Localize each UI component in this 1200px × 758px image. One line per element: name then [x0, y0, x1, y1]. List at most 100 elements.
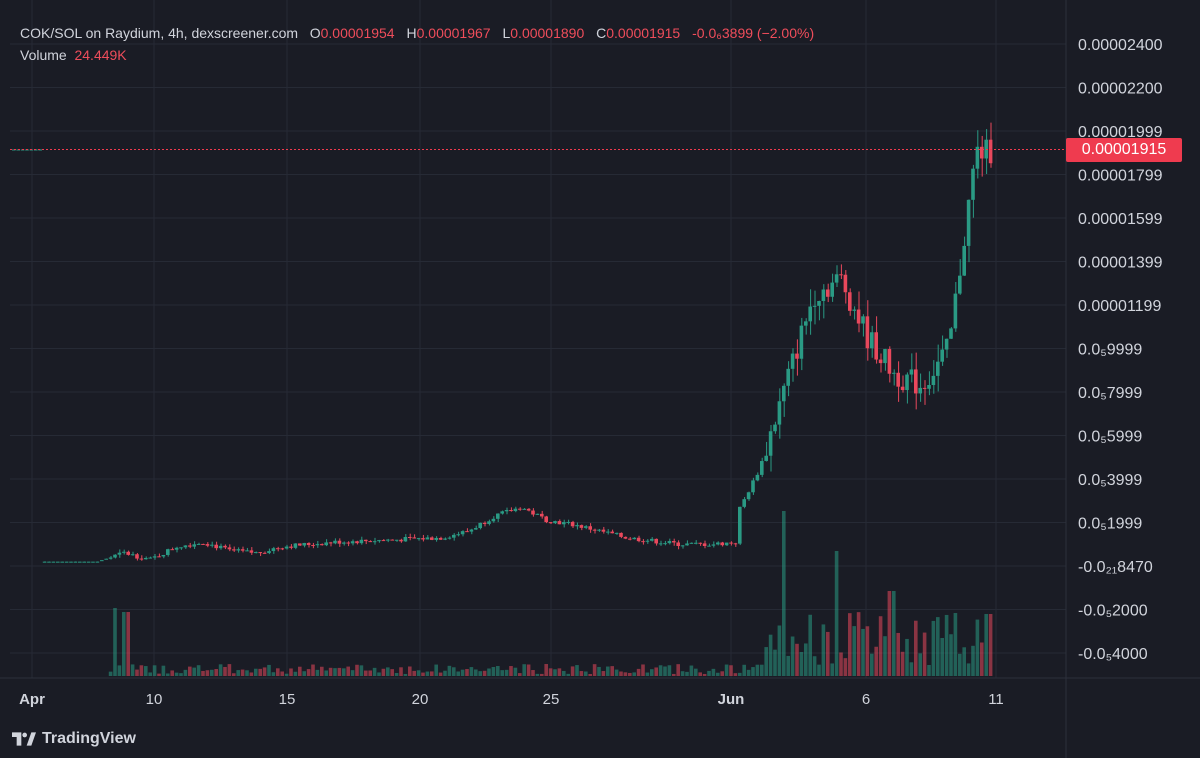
candle-body: [271, 548, 276, 552]
tradingview-logo-icon: [12, 732, 36, 746]
volume-bar: [227, 664, 232, 676]
tradingview-attribution[interactable]: TradingView: [12, 728, 136, 750]
volume-bar: [892, 591, 896, 676]
volume-bar: [298, 666, 302, 676]
candle-body: [540, 513, 544, 517]
volume-bar: [293, 671, 298, 676]
volume-bar: [663, 666, 667, 676]
candle-body: [663, 543, 667, 545]
candle-body: [399, 539, 403, 542]
volume-bar: [302, 671, 306, 676]
candle-body: [51, 561, 56, 563]
candle-body: [95, 561, 100, 563]
candle-body: [289, 546, 293, 548]
volume-bar: [518, 673, 522, 676]
volume-bar: [685, 671, 689, 676]
volume-bar: [377, 672, 381, 676]
price-axis[interactable]: 0.00002400 0.00002200 0.00001999 0.00001799…: [1078, 37, 1163, 663]
volume-bar: [887, 591, 892, 676]
candle-body: [438, 537, 443, 540]
candle-body: [641, 541, 645, 543]
volume-bar: [359, 665, 364, 676]
volume-bar: [680, 671, 685, 676]
candle-body: [38, 149, 42, 151]
y-tick-label: 0.00001599: [1078, 211, 1163, 228]
volume-bar: [394, 673, 399, 676]
candle-body: [760, 461, 764, 475]
volume-bar: [210, 669, 214, 676]
candle-body: [183, 545, 188, 548]
candle-body: [491, 518, 496, 522]
candle-body: [566, 521, 570, 523]
candle-body: [64, 561, 69, 563]
y-tick-label: 0.00002400: [1078, 37, 1163, 54]
volume-bar: [729, 665, 733, 676]
candle-body: [720, 542, 724, 546]
volume-bar: [619, 671, 623, 676]
candle-body: [482, 522, 487, 524]
volume-bar: [161, 665, 166, 676]
volume-bar: [179, 673, 183, 676]
candle-body: [144, 557, 148, 560]
volume-bar: [984, 614, 988, 676]
volume-bar: [474, 669, 478, 676]
x-tick-label: 20: [412, 691, 429, 708]
volume-bar: [557, 668, 562, 676]
candle-body: [667, 541, 672, 544]
candle-body: [738, 506, 742, 544]
candle-body: [623, 536, 628, 539]
candle-body: [60, 561, 64, 563]
volume-bar: [632, 672, 636, 676]
candle-body: [249, 550, 254, 553]
candle-body: [777, 401, 782, 425]
candle-body: [544, 516, 548, 523]
candle-body: [509, 509, 513, 512]
volume-bar: [113, 608, 117, 676]
candle-body: [223, 545, 227, 548]
candle-body: [980, 146, 984, 159]
candle-body: [535, 513, 540, 515]
volume-bar: [843, 658, 848, 676]
candle-body: [350, 541, 355, 544]
time-axis[interactable]: Apr 10 15 20 25 Jun 6 11: [19, 691, 1004, 708]
volume-bar: [909, 662, 914, 676]
volume-bar: [130, 664, 135, 676]
candle-body: [707, 545, 711, 547]
x-tick-label: 15: [279, 691, 296, 708]
candle-body: [302, 542, 306, 546]
candle-body: [126, 551, 130, 555]
volume-bar: [799, 652, 804, 676]
candle-body: [42, 561, 47, 563]
volume-bar: [412, 670, 416, 676]
volume-bar: [570, 666, 575, 676]
candle-body: [487, 521, 491, 524]
volume-bar: [447, 665, 452, 676]
candle-body: [280, 548, 284, 550]
volume-bar: [425, 671, 430, 676]
volume-bar: [826, 631, 830, 676]
candle-body: [403, 536, 408, 542]
candle-body: [685, 543, 689, 546]
current-price-tag: 0.00001915: [1066, 138, 1182, 162]
volume-bar: [614, 669, 619, 676]
candle-body: [12, 149, 16, 151]
high-value: 0.00001967: [416, 25, 491, 41]
volume-bar: [218, 664, 223, 676]
volume-bar: [944, 614, 949, 676]
volume-bar: [597, 666, 601, 676]
volume-bar: [812, 656, 817, 676]
y-tick-label: 0.0₅1999: [1078, 516, 1142, 533]
candle-body: [830, 282, 834, 297]
volume-bar: [724, 664, 729, 676]
volume-bar: [856, 612, 861, 676]
candle-body: [337, 540, 342, 544]
candle-body: [386, 539, 390, 541]
candle-body: [496, 513, 500, 519]
candle-body: [192, 544, 196, 547]
volume-bar: [623, 672, 628, 676]
volume-bar: [157, 673, 161, 676]
volume-bar: [311, 664, 315, 676]
candle-body: [513, 508, 518, 512]
volume-bar: [174, 672, 179, 676]
